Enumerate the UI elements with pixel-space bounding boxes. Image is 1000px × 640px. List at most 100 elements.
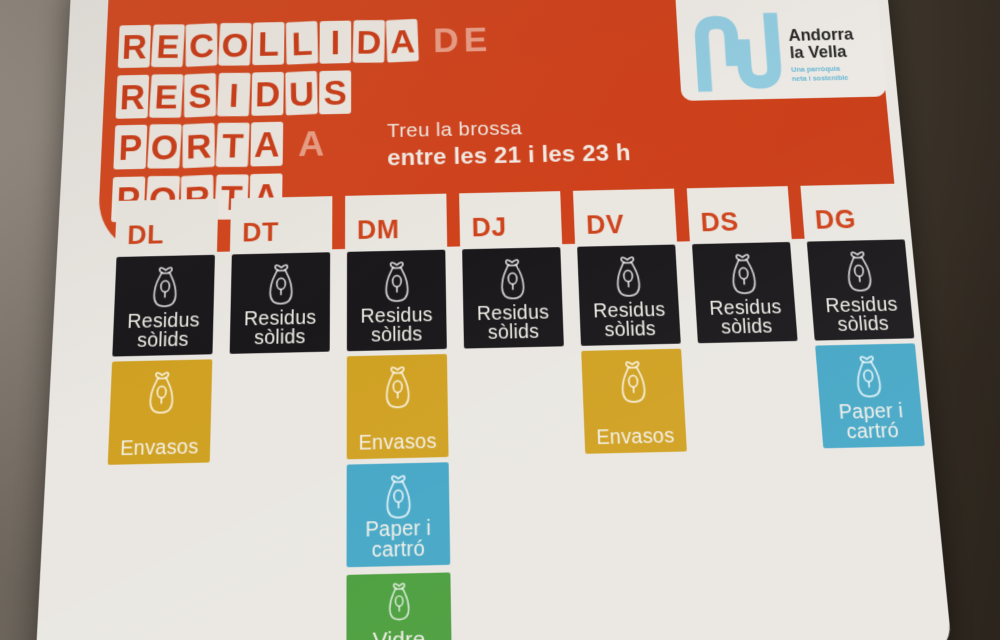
day-header-cell: DG — [800, 183, 907, 239]
tile-label-line: Envasos — [119, 435, 199, 461]
day-code: DM — [356, 214, 400, 245]
title-letter: D — [251, 71, 284, 116]
trash-bag-icon — [377, 362, 418, 412]
tile-label-line: cartró — [371, 537, 426, 563]
andorra-logo-icon — [690, 10, 786, 96]
tile-label-line: sòlids — [136, 328, 189, 352]
schedule-card: RECOLLIDADERESIDUSPORTAAPORTA Treu la br… — [34, 0, 953, 640]
tile-residus: Residus sòlids — [462, 247, 564, 349]
trash-bag-icon — [140, 367, 182, 417]
day-column: Residus sòlids — [460, 247, 577, 640]
schedule-grid: Residus sòlids Envasos Residus sòlids Resi… — [97, 239, 947, 640]
tile-label: Envasos — [584, 424, 686, 450]
tile-label: Residus sòlids — [230, 307, 330, 350]
tile-label: Paper i cartró — [347, 516, 451, 563]
day-column: Residus sòlids — [690, 241, 824, 640]
trash-bag-icon — [607, 252, 649, 300]
title-letter: S — [319, 69, 352, 114]
day-header-cell: DV — [572, 188, 678, 244]
trash-bag-icon — [376, 257, 416, 305]
logo-tagline-line2: neta i sostenible — [791, 73, 849, 84]
tile-label: Residus sòlids — [579, 299, 680, 342]
trash-bag-icon — [845, 351, 890, 401]
tile-label: Residus sòlids — [113, 309, 214, 352]
tile-residus: Residus sòlids — [692, 241, 798, 344]
day-header-cell: DL — [114, 198, 219, 255]
day-column: Residus sòlids — [221, 252, 333, 640]
tile-envasos: Envasos — [107, 359, 213, 465]
title-letter: O — [218, 22, 252, 66]
notice-line2: entre les 21 i les 23 h — [387, 140, 632, 172]
tile-label: Residus sòlids — [811, 293, 914, 336]
tile-label-line: Envasos — [595, 424, 675, 450]
andorra-la-vella-logo: Andorra la Vella Una parròquia neta i so… — [673, 0, 887, 101]
collection-notice: Treu la brossa entre les 21 i les 23 h — [387, 115, 631, 172]
tile-residus: Residus sòlids — [806, 239, 915, 341]
day-code: DV — [585, 209, 625, 240]
trash-bag-icon — [611, 356, 654, 406]
trash-bag-icon — [377, 470, 419, 522]
title-letter: R — [117, 24, 152, 69]
day-code: DS — [699, 207, 740, 238]
title-letter: L — [285, 20, 319, 65]
trash-bag-icon — [260, 260, 301, 308]
title-letter: A — [385, 18, 419, 63]
tile-label: Residus sòlids — [695, 296, 797, 338]
trash-bag-icon — [144, 262, 186, 310]
day-column: Residus sòlids Paper i cartró — [805, 239, 947, 640]
tile-label-line: sòlids — [371, 323, 423, 347]
title-letter: C — [185, 22, 218, 68]
title-letter: P — [113, 124, 148, 170]
tile-label-line: sòlids — [487, 320, 540, 344]
title-letter: A — [250, 121, 284, 167]
tile-envasos: Envasos — [581, 348, 687, 454]
tile-label-line: Envasos — [358, 430, 437, 455]
title-letter: A — [297, 124, 325, 164]
day-header-cell: DT — [229, 196, 333, 252]
title-letter: O — [147, 124, 182, 169]
trash-bag-icon — [381, 579, 417, 624]
poster-header: RECOLLIDADERESIDUSPORTAAPORTA Treu la br… — [96, 0, 907, 255]
notice-line1: Treu la brossa — [386, 117, 523, 142]
tile-label: Residus sòlids — [347, 304, 447, 347]
tile-label: Envasos — [347, 430, 449, 455]
tile-label: Vidre — [346, 627, 451, 640]
tile-label: Envasos — [108, 435, 210, 461]
tile-label-line: cartró — [845, 419, 900, 444]
title-letter: E — [150, 24, 185, 68]
tile-label: Paper i cartró — [820, 400, 925, 444]
title-letter: S — [184, 72, 217, 118]
trash-bag-icon — [492, 255, 533, 303]
day-header-cell: DJ — [459, 191, 563, 247]
day-column: Residus sòlids Envasos — [97, 254, 217, 640]
title-letter: D — [432, 21, 459, 60]
tile-label-line: sòlids — [604, 317, 657, 342]
day-column: Residus sòlids Envasos — [575, 244, 701, 640]
tile-residus: Residus sòlids — [229, 252, 331, 354]
title-letter: I — [319, 20, 352, 64]
logo-text: Andorra la Vella Una parròquia neta i so… — [788, 25, 858, 84]
tile-vidre: Vidre — [346, 572, 452, 640]
title-letter: R — [182, 122, 215, 169]
tile-paper: Paper i cartró — [346, 462, 451, 568]
tile-residus: Residus sòlids — [112, 254, 215, 357]
day-code: DJ — [471, 212, 508, 243]
title-letter: R — [115, 74, 150, 119]
tile-label: Residus sòlids — [463, 301, 564, 344]
trash-bag-icon — [722, 249, 765, 297]
title-letter: I — [216, 72, 251, 116]
logo-name-line2: la Vella — [789, 42, 848, 62]
tile-label-line: sòlids — [836, 312, 890, 336]
tile-residus: Residus sòlids — [346, 249, 447, 352]
trash-bag-icon — [837, 247, 881, 295]
tile-label-line: Vidre — [346, 627, 451, 640]
title-letter: E — [463, 21, 488, 59]
title-letter: U — [285, 70, 318, 116]
title-letter: D — [352, 20, 386, 63]
tile-paper: Paper i cartró — [815, 343, 925, 449]
tile-envasos: Envasos — [346, 353, 449, 460]
title-letter: T — [215, 122, 250, 167]
day-code: DT — [241, 217, 280, 248]
